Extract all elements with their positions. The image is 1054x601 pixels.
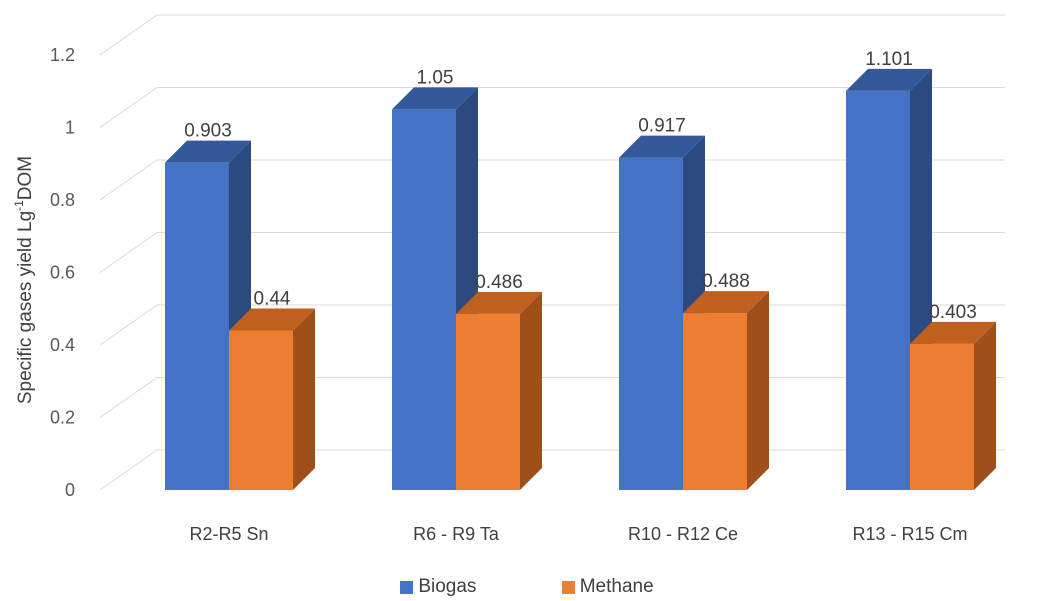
gridline-depth [99, 377, 158, 418]
legend-item-biogas: Biogas [400, 576, 476, 598]
bar-methane [683, 313, 747, 490]
gridline-depth [99, 449, 158, 491]
bar-methane-top [910, 321, 996, 344]
bar-biogas-top [619, 135, 705, 158]
data-label-biogas: 1.101 [865, 49, 913, 70]
legend-swatch-methane [561, 580, 575, 594]
legend-label-biogas: Biogas [418, 576, 477, 597]
bar-methane-top [456, 291, 542, 314]
bar-methane [456, 313, 520, 490]
bars [165, 68, 996, 490]
bar-methane [229, 330, 293, 490]
legend-label-methane: Methane [579, 576, 654, 597]
data-label-methane: 0.44 [254, 289, 291, 310]
x-axis-categories: R2-R5 Sn R6 - R9 Ta R10 - R12 Ce R13 - R15 … [189, 524, 967, 544]
y-tick-label: 0.8 [50, 190, 75, 210]
y-tick-label: 1.2 [50, 45, 75, 65]
legend: Biogas Methane [0, 576, 1054, 600]
bar-methane-side [747, 291, 769, 490]
y-tick-label: 0 [65, 480, 75, 500]
data-label-biogas: 0.917 [638, 116, 686, 137]
data-labels: 0.903 0.44 1.05 0.486 0.917 0.488 1.101 0.403 [184, 49, 977, 323]
y-axis-title-main: Specific gases yield Lg [15, 211, 36, 404]
y-axis-title-suffix: DOM [15, 156, 36, 200]
bar-methane-side [293, 308, 315, 490]
y-tick-label: 1 [65, 118, 75, 138]
data-label-biogas: 1.05 [417, 67, 454, 88]
bar-methane-side [974, 321, 996, 490]
bar-methane-top [229, 308, 315, 331]
x-category-label: R6 - R9 Ta [413, 524, 500, 544]
y-tick-label: 0.4 [50, 335, 75, 355]
legend-swatch-biogas [400, 580, 414, 594]
x-category-label: R13 - R15 Cm [852, 524, 967, 544]
x-category-label: R2-R5 Sn [189, 524, 268, 544]
bar-biogas-top [165, 140, 251, 163]
y-axis-title-sup: -1 [12, 200, 26, 211]
chart: 0 0.2 0.4 0.6 0.8 1 1.2 0.903 0.44 1.05 0.486 0.91… [12, 14, 1005, 544]
gridline-depth [99, 87, 158, 128]
bar-biogas [165, 162, 229, 490]
bar-methane-top [683, 291, 769, 314]
bar-biogas [846, 90, 910, 490]
bar-biogas [392, 109, 456, 490]
gridline-depth [99, 304, 158, 346]
gridline-depth [99, 159, 158, 201]
x-category-label: R10 - R12 Ce [628, 524, 738, 544]
gridline-depth [99, 14, 158, 56]
bar-biogas-top [846, 68, 932, 91]
bar-methane-side [520, 291, 542, 490]
data-label-methane: 0.486 [475, 272, 523, 293]
gridline-depth [99, 232, 158, 273]
y-tick-label: 0.2 [50, 408, 75, 428]
bar-methane [910, 343, 974, 490]
bar-biogas-top [392, 87, 478, 110]
y-tick-label: 0.6 [50, 263, 75, 283]
legend-item-methane: Methane [561, 576, 654, 598]
y-axis-title: Specific gases yield Lg-1DOM [12, 156, 36, 404]
data-label-biogas: 0.903 [184, 121, 232, 142]
data-label-methane: 0.488 [702, 271, 750, 292]
y-axis-ticks: 0 0.2 0.4 0.6 0.8 1 1.2 [50, 45, 75, 500]
data-label-methane: 0.403 [929, 302, 977, 323]
bar-biogas [619, 157, 683, 490]
